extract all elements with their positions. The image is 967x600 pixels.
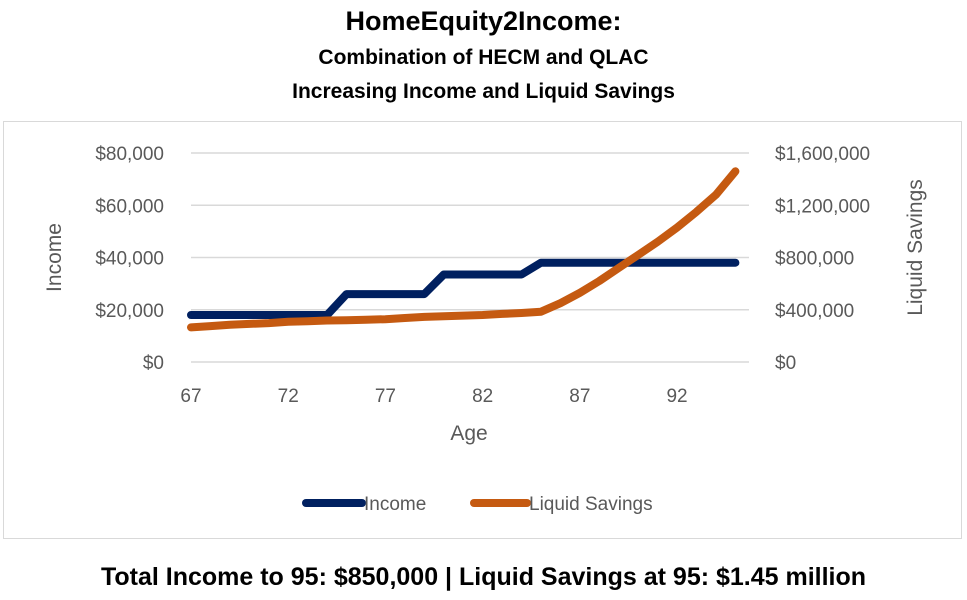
chart-area: $0 $20,000 $40,000 $60,000 $80,000 $0 $400,000… [3, 121, 962, 539]
y-left-tick-label: $20,000 [95, 301, 164, 322]
line-chart: $0 $20,000 $40,000 $60,000 $80,000 $0 $400,000… [43, 144, 927, 515]
y-left-tick-label: $0 [143, 353, 164, 374]
x-axis-title: Age [450, 422, 487, 445]
y-right-tick-label: $0 [775, 353, 796, 374]
y-right-axis-title: Liquid Savings [904, 179, 927, 316]
y-left-tick-label: $80,000 [95, 144, 164, 165]
y-left-axis-title: Income [43, 223, 66, 292]
summary-footer: Total Income to 95: $850,000 | Liquid Sa… [100, 563, 867, 591]
y-left-tick-label: $60,000 [95, 196, 164, 217]
chart-subtitle-line1: Combination of HECM and QLAC [318, 46, 649, 69]
x-tick-label: 82 [472, 386, 493, 407]
x-tick-label: 92 [666, 386, 687, 407]
x-tick-label: 67 [180, 386, 201, 407]
y-right-tick-label: $800,000 [775, 249, 854, 270]
legend-label: Income [364, 494, 426, 515]
series-line-liquid-savings [187, 167, 740, 332]
series-line-income [187, 258, 740, 319]
legend-label: Liquid Savings [529, 494, 653, 515]
x-tick-label: 72 [278, 386, 299, 407]
y-right-tick-label: $400,000 [775, 301, 854, 322]
x-tick-label: 87 [569, 386, 590, 407]
chart-subtitle-line2: Increasing Income and Liquid Savings [292, 80, 675, 103]
y-right-tick-label: $1,600,000 [775, 144, 870, 165]
chart-title: HomeEquity2Income: [345, 6, 622, 36]
x-tick-label: 77 [375, 386, 396, 407]
y-right-tick-label: $1,200,000 [775, 196, 870, 217]
y-left-tick-label: $40,000 [95, 249, 164, 270]
